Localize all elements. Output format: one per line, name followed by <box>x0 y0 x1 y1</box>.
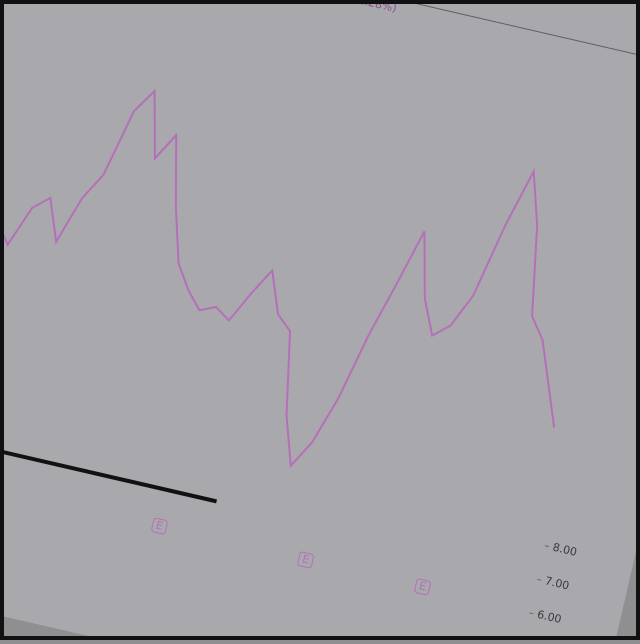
earnings-marker <box>297 551 314 569</box>
y-tick-label: 7.00 <box>544 574 571 592</box>
screen-edge <box>0 418 217 504</box>
header-divider <box>0 0 640 80</box>
earnings-marker <box>151 517 168 535</box>
earnings-label: E <box>155 519 165 533</box>
y-tick-label: 8.00 <box>551 541 578 559</box>
earnings-marker <box>414 578 431 596</box>
earnings-label: E <box>418 579 428 593</box>
tick-mark <box>537 578 542 581</box>
y-tick-label: 6.00 <box>536 608 563 626</box>
price-line <box>0 88 556 469</box>
tick-mark <box>544 545 550 548</box>
earnings-label: E <box>301 552 311 566</box>
tick-mark <box>529 612 534 615</box>
